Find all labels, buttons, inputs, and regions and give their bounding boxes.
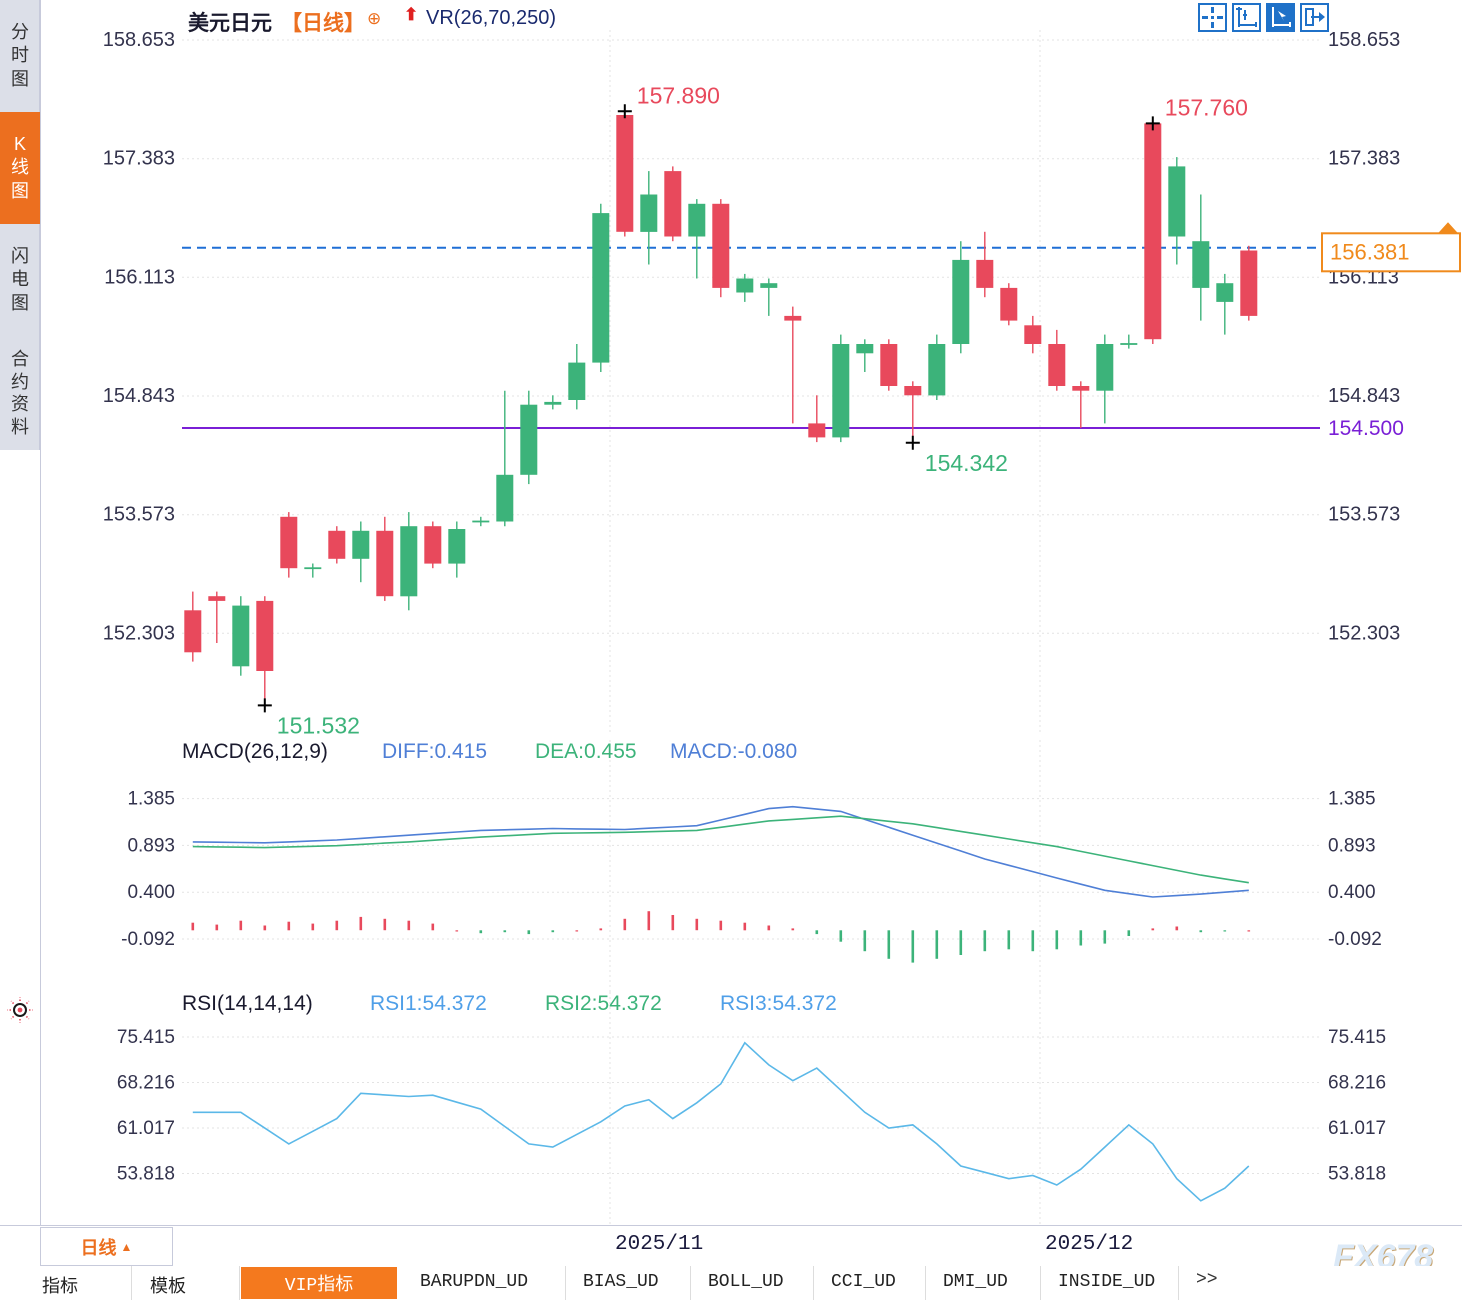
svg-text:0.400: 0.400: [127, 882, 175, 903]
svg-text:75.415: 75.415: [117, 1027, 175, 1048]
svg-text:DEA:0.455: DEA:0.455: [535, 740, 637, 763]
svg-text:1.385: 1.385: [127, 789, 175, 810]
svg-text:158.653: 158.653: [1328, 29, 1400, 51]
svg-text:152.303: 152.303: [1328, 622, 1400, 644]
svg-text:154.500: 154.500: [1328, 417, 1404, 440]
svg-text:157.383: 157.383: [1328, 148, 1400, 170]
svg-text:53.818: 53.818: [1328, 1164, 1386, 1185]
svg-text:153.573: 153.573: [103, 504, 175, 526]
svg-text:1.385: 1.385: [1328, 789, 1376, 810]
svg-text:154.342: 154.342: [925, 450, 1008, 476]
svg-text:61.017: 61.017: [117, 1118, 175, 1139]
svg-text:153.573: 153.573: [1328, 504, 1400, 526]
svg-text:157.383: 157.383: [103, 148, 175, 170]
svg-text:154.843: 154.843: [103, 385, 175, 407]
svg-text:68.216: 68.216: [117, 1073, 175, 1094]
svg-text:MACD:-0.080: MACD:-0.080: [670, 740, 797, 763]
svg-text:0.893: 0.893: [1328, 835, 1376, 856]
svg-text:RSI2:54.372: RSI2:54.372: [545, 992, 662, 1015]
svg-text:53.818: 53.818: [117, 1164, 175, 1185]
svg-text:MACD(26,12,9): MACD(26,12,9): [182, 740, 328, 763]
svg-text:154.843: 154.843: [1328, 385, 1400, 407]
svg-text:-0.092: -0.092: [121, 929, 175, 950]
svg-text:158.653: 158.653: [103, 29, 175, 51]
svg-text:0.893: 0.893: [127, 835, 175, 856]
svg-text:156.113: 156.113: [104, 266, 175, 288]
svg-text:157.890: 157.890: [637, 82, 720, 108]
svg-text:152.303: 152.303: [103, 622, 175, 644]
svg-text:RSI3:54.372: RSI3:54.372: [720, 992, 837, 1015]
svg-text:157.760: 157.760: [1165, 94, 1248, 120]
svg-text:0.400: 0.400: [1328, 882, 1376, 903]
svg-text:151.532: 151.532: [277, 712, 360, 738]
svg-text:156.381: 156.381: [1330, 239, 1410, 264]
svg-text:-0.092: -0.092: [1328, 929, 1382, 950]
svg-text:RSI1:54.372: RSI1:54.372: [370, 992, 487, 1015]
svg-text:RSI(14,14,14): RSI(14,14,14): [182, 992, 313, 1015]
svg-text:68.216: 68.216: [1328, 1073, 1386, 1094]
svg-text:75.415: 75.415: [1328, 1027, 1386, 1048]
svg-text:61.017: 61.017: [1328, 1118, 1386, 1139]
svg-text:DIFF:0.415: DIFF:0.415: [382, 740, 487, 763]
